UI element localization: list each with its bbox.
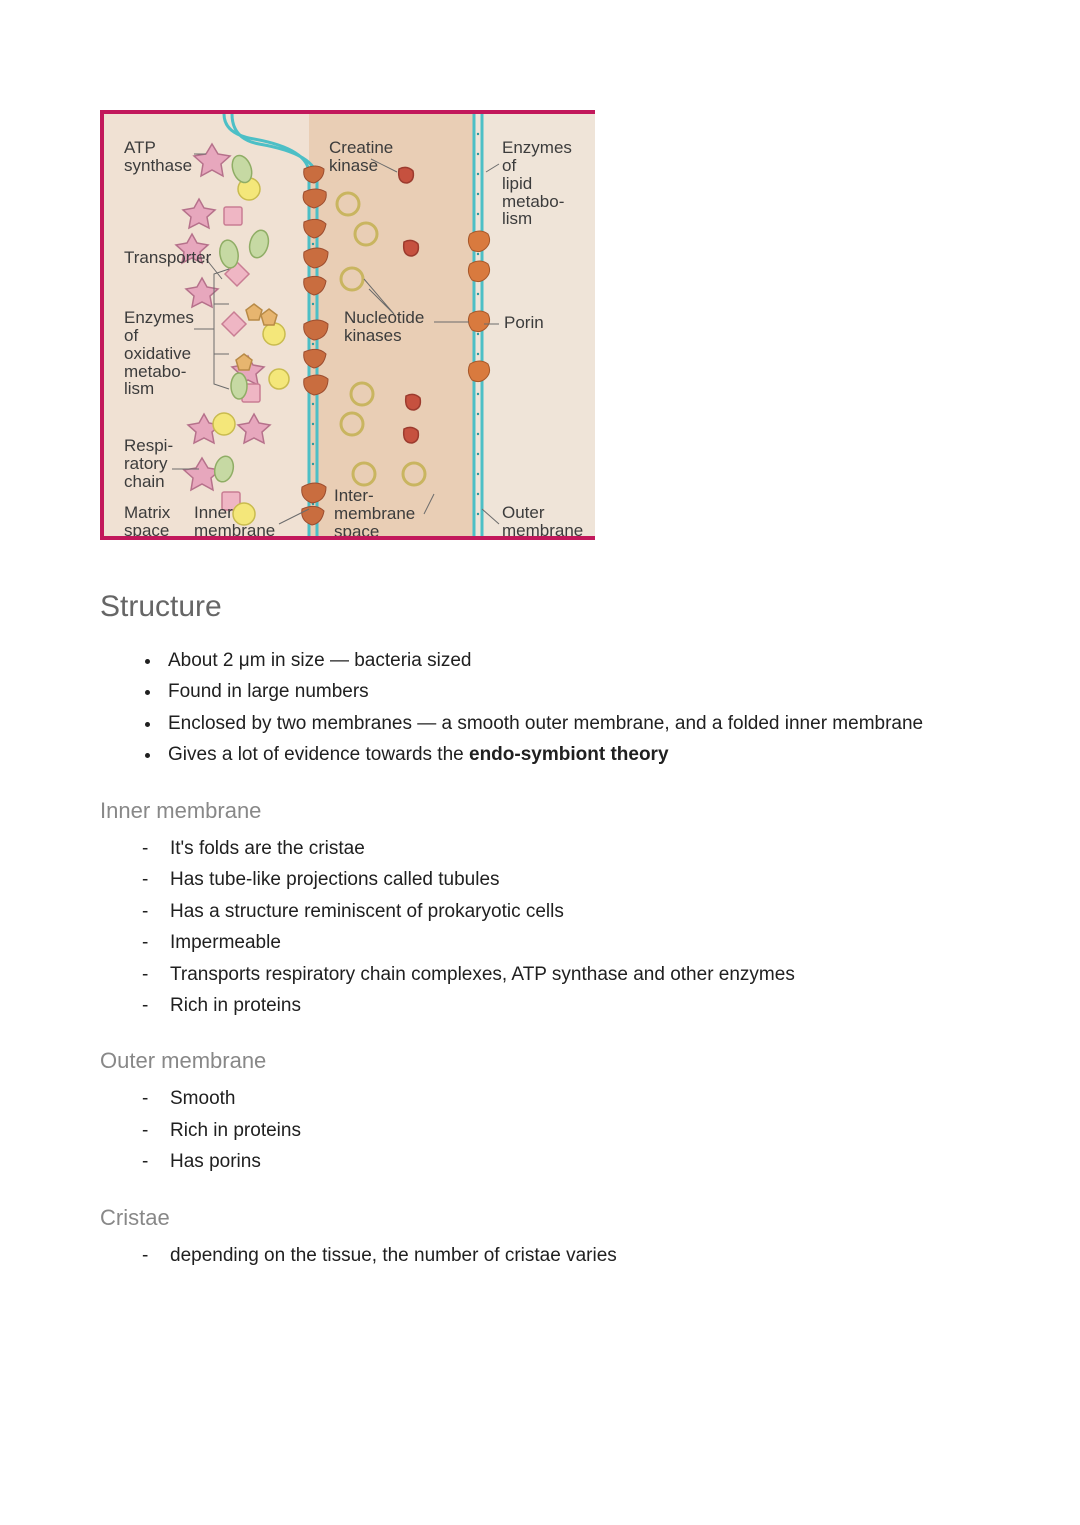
cristae-list: depending on the tissue, the number of c… <box>100 1241 980 1270</box>
list-item: Transports respiratory chain complexes, … <box>142 960 980 989</box>
heading-cristae: Cristae <box>100 1205 980 1231</box>
label-porin: Porin <box>504 314 544 332</box>
list-item: Has a structure reminiscent of prokaryot… <box>142 897 980 926</box>
structure-list: About 2 μm in size — bacteria sized Foun… <box>100 646 980 770</box>
outer-membrane-list: Smooth Rich in proteins Has porins <box>100 1084 980 1176</box>
label-intermembrane-space: Inter-membranespace <box>334 487 415 540</box>
label-transporter: Transporter <box>124 249 211 267</box>
list-item: depending on the tissue, the number of c… <box>142 1241 980 1270</box>
label-matrix-space: Matrixspace <box>124 504 170 540</box>
heading-outer-membrane: Outer membrane <box>100 1048 980 1074</box>
list-item: It's folds are the cristae <box>142 834 980 863</box>
label-creatine-kinase: Creatinekinase <box>329 139 393 175</box>
list-item: Smooth <box>142 1084 980 1113</box>
label-enzymes-oxidative: Enzymesofoxidativemetabo-lism <box>124 309 194 398</box>
list-item: Rich in proteins <box>142 1116 980 1145</box>
mitochondria-membrane-diagram: ATPsynthase Creatinekinase Enzymesoflipi… <box>100 110 595 540</box>
list-item: Gives a lot of evidence towards the endo… <box>162 740 980 769</box>
list-item: Has tube-like projections called tubules <box>142 865 980 894</box>
label-inner-membrane: Innermembrane <box>194 504 275 540</box>
list-item: Enclosed by two membranes — a smooth out… <box>162 709 980 738</box>
inner-membrane-list: It's folds are the cristae Has tube-like… <box>100 834 980 1021</box>
label-enzymes-lipid: Enzymesoflipidmetabo-lism <box>502 139 572 228</box>
list-item: Rich in proteins <box>142 991 980 1020</box>
list-item: Found in large numbers <box>162 677 980 706</box>
list-item: Impermeable <box>142 928 980 957</box>
label-atp-synthase: ATPsynthase <box>124 139 192 175</box>
label-nucleotide-kinases: Nucleotidekinases <box>344 309 424 345</box>
list-item: Has porins <box>142 1147 980 1176</box>
heading-inner-membrane: Inner membrane <box>100 798 980 824</box>
label-respiratory-chain: Respi-ratorychain <box>124 437 173 491</box>
label-outer-membrane: Outermembrane <box>502 504 583 540</box>
list-item: About 2 μm in size — bacteria sized <box>162 646 980 675</box>
heading-structure: Structure <box>100 590 980 624</box>
